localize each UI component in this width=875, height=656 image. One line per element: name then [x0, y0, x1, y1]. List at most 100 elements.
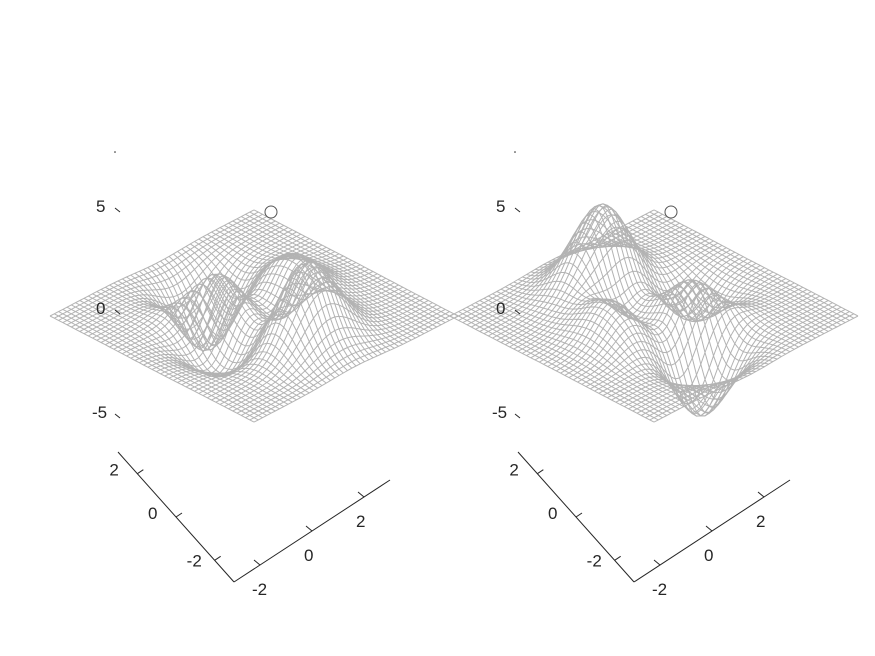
- left-mesh-column: [143, 269, 348, 371]
- right-mesh-column: [636, 218, 842, 326]
- left-x-tick: [305, 525, 313, 532]
- left-mesh-column: [117, 280, 323, 387]
- left-y-tick: [175, 512, 183, 518]
- right-y-tick-label: 2: [509, 461, 518, 480]
- right-mesh-column: [458, 311, 663, 419]
- left-mesh-column: [211, 231, 416, 339]
- left-mesh-column: [253, 209, 459, 317]
- left-mesh-column: [224, 224, 429, 332]
- right-mesh-row: [449, 209, 655, 317]
- right-z-axis-top: [514, 151, 516, 153]
- left-mesh-column: [177, 251, 382, 355]
- left-x-tick-label: 2: [356, 512, 365, 531]
- right-y-tick: [614, 555, 621, 561]
- right-mesh-column: [488, 295, 693, 403]
- left-corner-marker: [264, 205, 278, 219]
- right-mesh-column: [615, 229, 821, 337]
- right-x-tick-label: 0: [704, 546, 713, 565]
- left-surface-mesh: [49, 209, 459, 423]
- left-axes: -2 0 2 -2 0 2 -5 0 5: [92, 151, 391, 599]
- right-mesh-column: [500, 288, 706, 397]
- left-mesh-column: [83, 297, 289, 405]
- right-mesh-column: [496, 291, 702, 399]
- left-mesh-column: [147, 263, 353, 369]
- right-mesh-column: [611, 231, 816, 339]
- left-mesh-column: [100, 288, 306, 396]
- right-mesh-column: [471, 304, 676, 412]
- left-mesh-column: [249, 211, 455, 319]
- right-mesh-column: [505, 286, 710, 395]
- left-z-tick: [114, 413, 121, 419]
- right-mesh-column: [594, 239, 799, 348]
- left-z-tick-label: -5: [92, 403, 107, 422]
- left-mesh-column: [79, 300, 285, 408]
- right-x-tick: [757, 491, 765, 498]
- right-mesh-column: [492, 293, 697, 401]
- right-mesh-column: [641, 216, 846, 324]
- left-mesh-column: [172, 253, 378, 357]
- right-x-tick: [705, 525, 713, 532]
- left-z-tick-label: 5: [96, 197, 105, 216]
- right-mesh-column: [509, 283, 714, 393]
- left-mesh-column: [245, 213, 450, 321]
- right-z-tick-label: 5: [496, 197, 505, 216]
- right-mesh-column: [483, 297, 689, 405]
- left-mesh-row: [202, 259, 408, 397]
- left-mesh-column: [134, 272, 340, 376]
- right-z-tick: [514, 309, 521, 315]
- right-mesh-column: [449, 315, 655, 423]
- left-mesh-column: [113, 282, 319, 389]
- left-mesh-column: [160, 260, 365, 363]
- right-surface-mesh: [449, 203, 859, 423]
- right-z-tick: [514, 413, 521, 419]
- left-x-tick-label: -2: [252, 580, 267, 599]
- left-mesh-column: [185, 245, 391, 351]
- left-z-tick: [114, 309, 121, 315]
- left-mesh-column: [96, 291, 302, 399]
- left-surface-plot: -2 0 2 -2 0 2 -5 0 5: [49, 151, 459, 599]
- left-mesh-column: [105, 286, 310, 394]
- left-z-tick-label: 0: [96, 299, 105, 318]
- left-mesh-column: [75, 302, 280, 410]
- left-mesh-column: [88, 295, 293, 403]
- right-mesh-column: [649, 211, 855, 319]
- right-mesh-column: [573, 220, 778, 362]
- right-mesh-column: [551, 204, 757, 409]
- left-y-tick-label: 0: [148, 504, 157, 523]
- right-mesh-column: [628, 222, 833, 330]
- left-z-tick: [114, 207, 121, 213]
- left-mesh-column: [122, 278, 327, 384]
- right-y-tick: [575, 512, 583, 518]
- right-mesh-column: [645, 213, 850, 321]
- right-z-tick-label: -5: [492, 403, 507, 422]
- left-y-tick: [214, 555, 221, 561]
- left-y-tick: [137, 469, 144, 475]
- left-mesh-column: [232, 220, 438, 328]
- left-mesh-column: [71, 304, 276, 412]
- right-mesh-column: [624, 224, 829, 332]
- left-mesh-column: [241, 216, 446, 324]
- right-mesh-column: [454, 313, 659, 421]
- left-z-axis-top: [114, 151, 116, 153]
- right-z-tick-label: 0: [496, 299, 505, 318]
- right-mesh-column: [466, 306, 672, 414]
- left-mesh-column: [228, 222, 433, 330]
- right-mesh-column: [632, 220, 838, 328]
- right-x-tick-label: 2: [756, 512, 765, 531]
- right-y-tick-label: -2: [587, 551, 602, 570]
- right-mesh-column: [590, 241, 795, 350]
- right-y-tick-label: 0: [548, 504, 557, 523]
- right-x-tick-label: -2: [652, 580, 667, 599]
- left-mesh-row: [75, 222, 280, 330]
- right-x-tick: [653, 559, 661, 566]
- right-mesh-column: [577, 227, 782, 357]
- left-mesh-column: [92, 293, 297, 401]
- right-axes: -2 0 2 -2 0 2 -5 0 5: [492, 151, 791, 599]
- right-mesh-column: [581, 233, 786, 355]
- left-mesh-column: [66, 306, 272, 414]
- left-mesh-column: [181, 248, 387, 353]
- left-mesh-row: [249, 313, 455, 421]
- left-mesh-column: [54, 313, 259, 421]
- left-mesh-column: [49, 315, 255, 423]
